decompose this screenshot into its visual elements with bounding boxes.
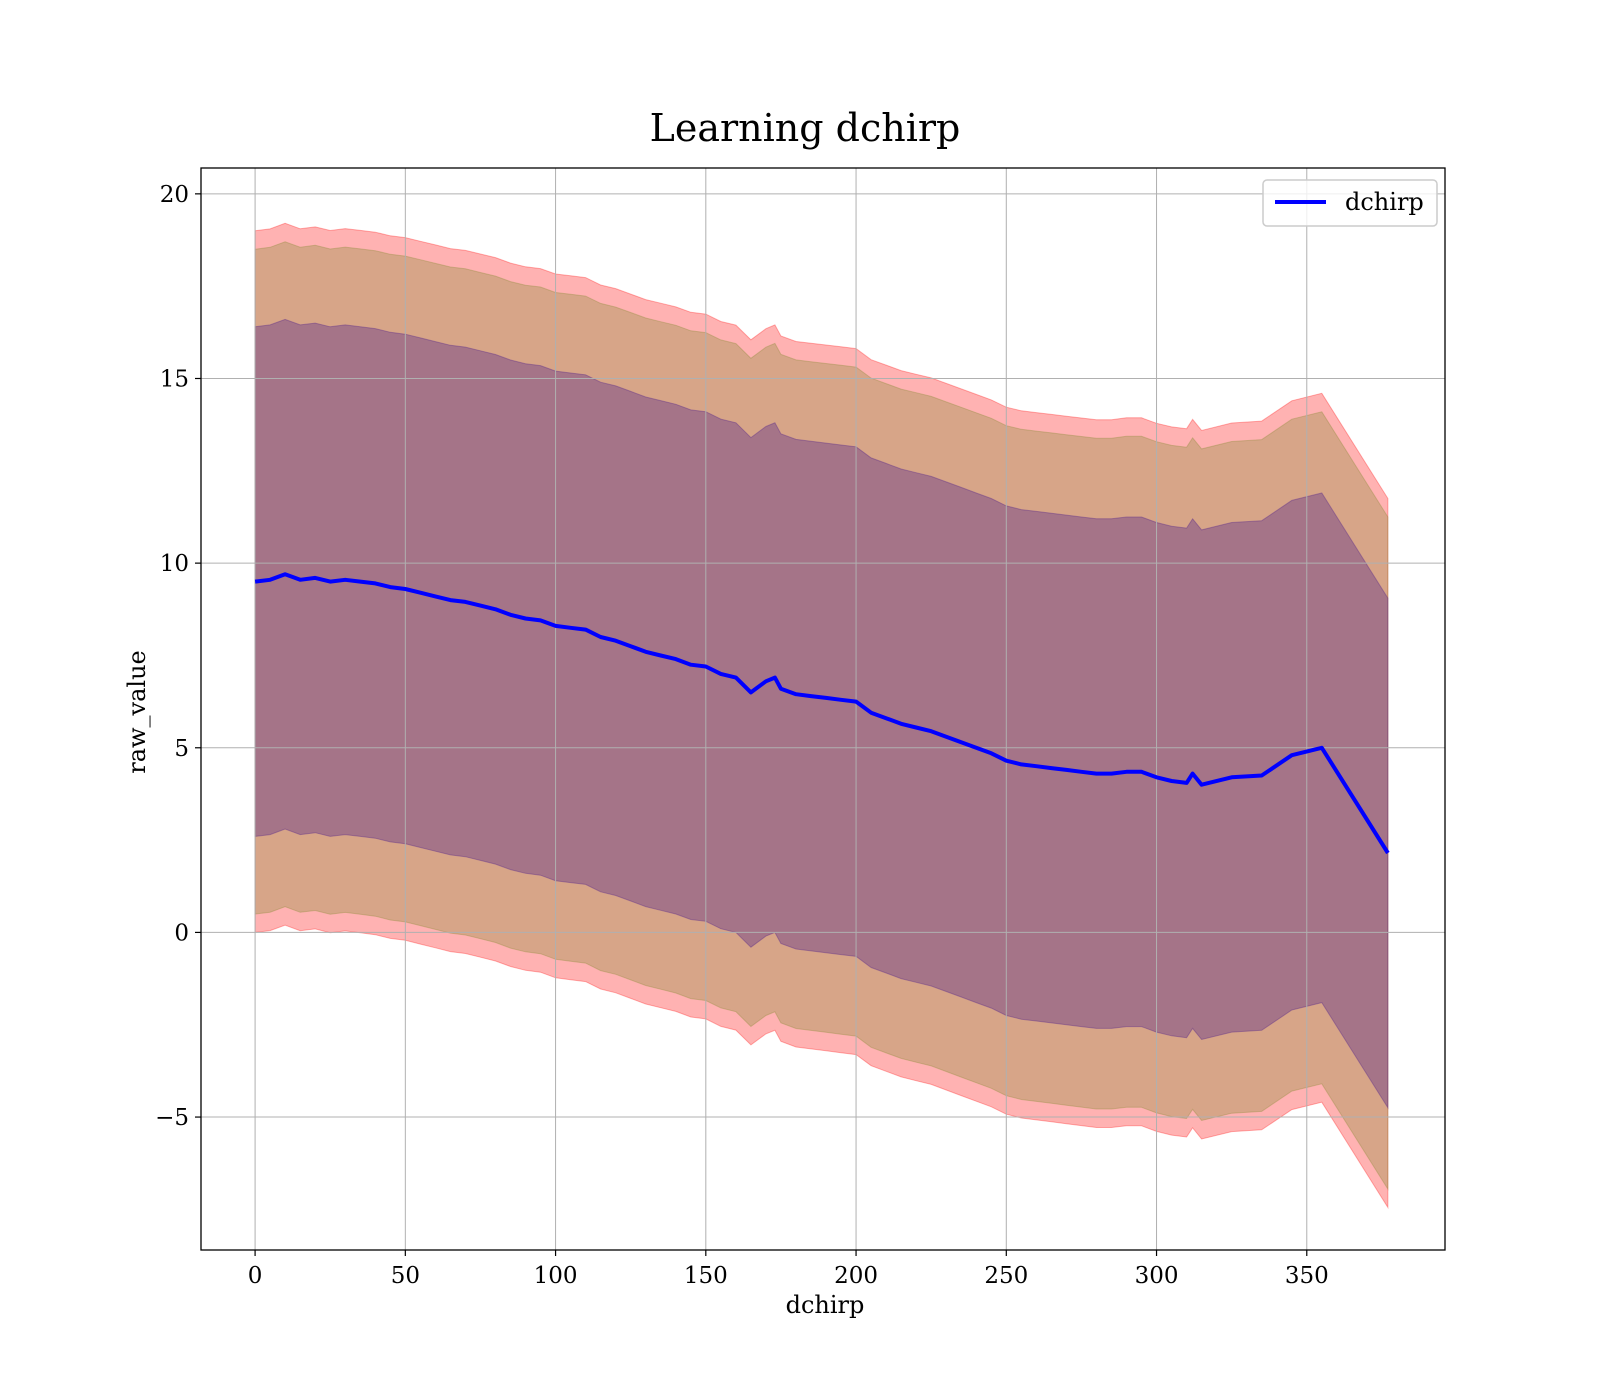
x-tick-label: 350 (1285, 1263, 1329, 1289)
series-line-dchirp (254, 572, 1390, 855)
x-tick-label: 50 (391, 1263, 420, 1289)
legend-label-dchirp: dchirp (1345, 188, 1424, 216)
x-tick-label: 150 (684, 1263, 728, 1289)
band-outer (254, 222, 1389, 1210)
y-tick-label: −5 (155, 1105, 189, 1131)
y-tick-label: 10 (160, 551, 189, 577)
x-tick-label: 0 (248, 1263, 263, 1289)
x-tick-label: 200 (834, 1263, 878, 1289)
y-tick-label: 5 (174, 736, 189, 762)
x-tick-label: 250 (984, 1263, 1028, 1289)
x-tick-label: 100 (534, 1263, 578, 1289)
plot-area: 0 50 100 150 200 250 300 350 −5 0 5 10 15 20 (155, 167, 1446, 1289)
x-axis-label: dchirp (786, 1291, 865, 1319)
x-tick-label: 300 (1135, 1263, 1179, 1289)
y-tick-label: 20 (160, 182, 189, 208)
y-tick-label: 15 (160, 366, 189, 392)
y-axis-label: raw_value (123, 650, 151, 774)
plot-frame (200, 167, 1446, 1251)
band-mid (254, 241, 1389, 1191)
legend: dchirp (1262, 179, 1438, 227)
band-inner (254, 318, 1389, 1110)
legend-box (1262, 179, 1438, 227)
y-tick-label: 0 (174, 920, 189, 946)
chart-title: Learning dchirp (650, 106, 961, 150)
